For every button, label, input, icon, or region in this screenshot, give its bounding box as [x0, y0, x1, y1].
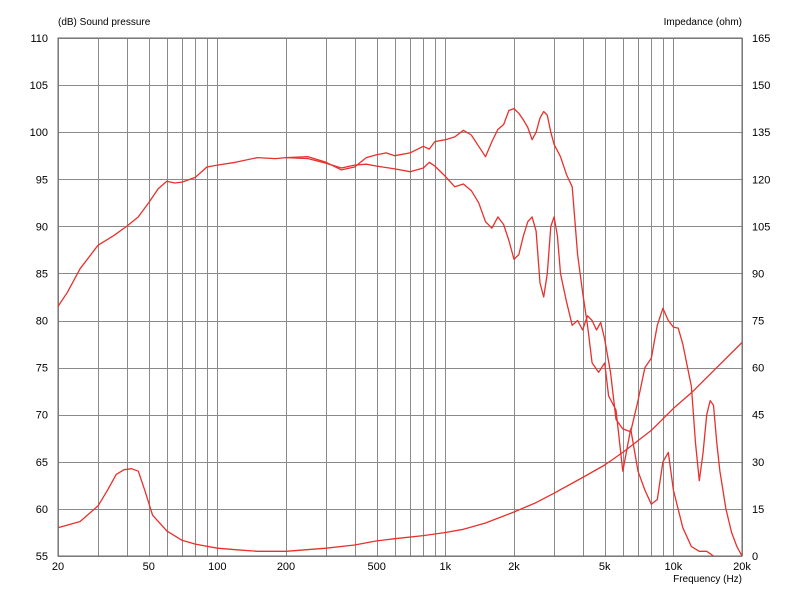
y2-tick-label: 150	[752, 80, 770, 92]
y2-tick-label: 15	[752, 504, 764, 516]
x-tick-label: 5k	[599, 561, 611, 573]
x-tick-label: 2k	[508, 561, 520, 573]
y2-axis-ticks: 0 15 30 45 60 75 90 105 120 135 150 165	[752, 33, 770, 563]
y-axis-label: (dB) Sound pressure	[58, 17, 151, 28]
y2-tick-label: 30	[752, 457, 764, 469]
y-tick-label: 110	[30, 33, 48, 45]
y2-tick-label: 45	[752, 410, 764, 422]
y2-tick-label: 75	[752, 316, 764, 328]
y2-tick-label: 135	[752, 127, 770, 139]
series-layer	[57, 107, 743, 557]
y2-tick-label: 60	[752, 363, 764, 375]
y-tick-label: 105	[30, 80, 48, 92]
y2-tick-label: 0	[752, 551, 758, 563]
x-axis-ticks: 20 50 100 200 500 1k 2k 5k 10k 20k	[52, 561, 751, 573]
y-tick-label: 95	[36, 174, 48, 186]
y2-tick-label: 120	[752, 174, 770, 186]
y2-tick-label: 90	[752, 268, 764, 280]
impedance-curve	[57, 342, 743, 552]
y2-tick-label: 165	[752, 33, 770, 45]
x-tick-label: 1k	[440, 561, 452, 573]
spl-curve-2	[285, 156, 743, 557]
x-tick-label: 50	[143, 561, 155, 573]
y-tick-label: 75	[36, 363, 48, 375]
x-tick-label: 20	[52, 561, 64, 573]
spl-curve-1	[57, 107, 714, 557]
x-tick-label: 500	[368, 561, 386, 573]
x-axis-label: Frequency (Hz)	[673, 574, 742, 585]
y-tick-label: 85	[36, 268, 48, 280]
y2-axis-label: Impedance (ohm)	[664, 17, 742, 28]
grid	[58, 38, 743, 557]
x-tick-label: 200	[277, 561, 295, 573]
y-tick-label: 80	[36, 316, 48, 328]
y-tick-label: 70	[36, 410, 48, 422]
y-axis-ticks: 55 60 65 70 75 80 85 90 95 100 105 110	[30, 33, 48, 563]
y-tick-label: 60	[36, 504, 48, 516]
y2-tick-label: 105	[752, 221, 770, 233]
y-tick-label: 55	[36, 551, 48, 563]
plot-frame	[57, 37, 743, 557]
x-tick-label: 10k	[664, 561, 682, 573]
x-tick-label: 100	[208, 561, 226, 573]
y-tick-label: 100	[30, 127, 48, 139]
y-tick-label: 65	[36, 457, 48, 469]
y-tick-label: 90	[36, 221, 48, 233]
x-tick-label: 20k	[733, 561, 751, 573]
